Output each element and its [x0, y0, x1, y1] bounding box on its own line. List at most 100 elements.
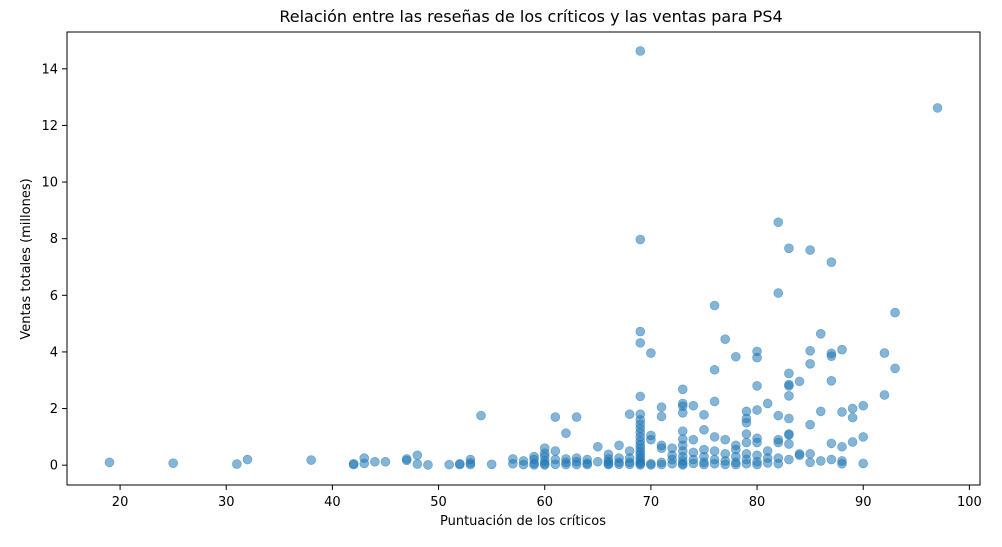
data-point: [709, 300, 720, 311]
data-point: [232, 459, 242, 469]
x-tick-label: 70: [643, 495, 660, 510]
data-point: [752, 437, 762, 448]
data-point: [656, 402, 667, 412]
data-point: [805, 457, 815, 468]
data-point: [826, 454, 837, 465]
data-point: [805, 359, 815, 369]
x-tick-label: 60: [536, 495, 553, 510]
data-point: [731, 459, 741, 470]
data-point: [476, 410, 486, 421]
data-point: [412, 450, 423, 461]
y-tick-label: 6: [50, 289, 58, 304]
data-point: [412, 459, 423, 469]
data-point: [805, 419, 815, 430]
data-point: [805, 245, 815, 255]
data-point: [104, 457, 115, 468]
data-point: [709, 432, 720, 442]
data-point: [752, 405, 762, 415]
data-point: [837, 441, 847, 452]
data-point: [571, 459, 582, 470]
data-point: [667, 458, 677, 469]
data-point: [805, 345, 815, 356]
data-point: [624, 459, 635, 470]
data-point: [837, 458, 847, 469]
data-point: [550, 446, 561, 456]
x-tick-label: 30: [218, 495, 235, 510]
data-point: [847, 412, 858, 423]
data-point: [890, 307, 900, 318]
x-axis-label: Puntuación de los críticos: [440, 514, 606, 529]
data-point: [624, 409, 635, 420]
data-point: [677, 407, 688, 418]
data-point: [454, 459, 465, 470]
data-point: [837, 407, 847, 417]
data-point: [805, 449, 815, 459]
data-point: [635, 338, 646, 348]
data-point: [518, 459, 529, 470]
data-point: [306, 455, 316, 465]
y-axis: 0 2 4 6 8 10 12 14: [41, 62, 67, 474]
data-point: [752, 381, 762, 391]
x-axis: 20 30 40 50 60 70 80 90 100: [112, 485, 982, 510]
data-point: [635, 460, 646, 470]
data-point: [858, 458, 869, 469]
data-point: [879, 348, 890, 358]
chart-title: Relación entre las reseñas de los crític…: [279, 7, 782, 26]
data-point: [837, 344, 847, 355]
data-point: [688, 458, 699, 469]
y-tick-label: 0: [50, 459, 58, 474]
data-point: [858, 400, 869, 411]
data-point: [784, 243, 794, 254]
data-point: [741, 417, 752, 428]
data-point: [784, 381, 794, 391]
data-point: [794, 450, 805, 461]
data-point: [571, 412, 582, 422]
x-tick-label: 20: [112, 495, 129, 510]
data-point: [699, 424, 709, 435]
data-point: [752, 352, 762, 363]
data-point: [561, 459, 571, 470]
data-point: [794, 376, 805, 387]
data-point: [614, 459, 624, 470]
data-point: [826, 257, 837, 267]
data-point: [423, 460, 433, 470]
y-tick-label: 8: [50, 232, 58, 247]
data-point: [784, 413, 794, 424]
data-point: [688, 434, 699, 445]
data-point: [709, 396, 720, 407]
data-point: [720, 434, 731, 445]
data-point: [635, 391, 646, 402]
y-tick-label: 4: [50, 345, 58, 360]
data-point: [603, 459, 614, 470]
data-point: [348, 459, 359, 470]
data-point: [359, 458, 370, 469]
data-point: [784, 454, 794, 465]
data-point: [688, 400, 699, 411]
data-point: [646, 460, 656, 470]
y-tick-label: 10: [41, 176, 58, 191]
data-point: [614, 440, 624, 451]
data-point: [561, 428, 571, 438]
y-axis-label: Ventas totales (millones): [19, 178, 34, 339]
data-point: [847, 437, 858, 447]
data-point: [699, 409, 709, 420]
data-point: [752, 459, 762, 470]
data-point: [720, 459, 731, 470]
data-point: [656, 459, 667, 470]
data-point: [762, 398, 773, 409]
data-point: [593, 456, 603, 467]
data-point: [242, 454, 253, 465]
data-point: [731, 351, 741, 362]
data-point: [465, 459, 476, 470]
data-point: [646, 434, 656, 445]
y-tick-label: 14: [41, 62, 58, 77]
data-point: [677, 460, 688, 470]
data-point: [582, 459, 593, 470]
data-point: [858, 432, 869, 442]
data-point: [370, 456, 380, 467]
data-point: [656, 443, 667, 453]
data-point: [444, 459, 454, 470]
points-layer: [104, 46, 943, 470]
data-point: [773, 437, 784, 448]
data-point: [932, 103, 943, 113]
